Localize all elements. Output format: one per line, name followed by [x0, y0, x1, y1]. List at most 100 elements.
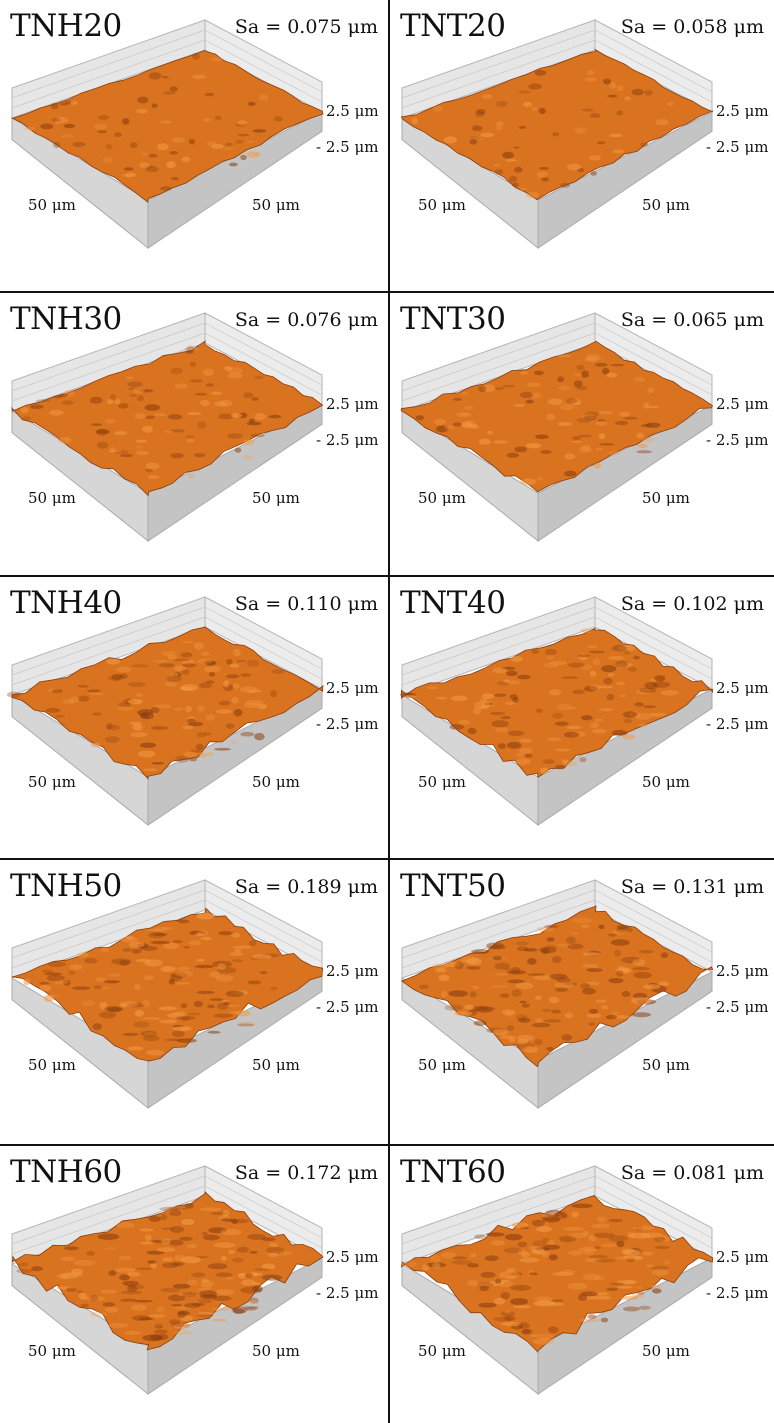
texture-spot	[70, 100, 78, 105]
texture-spot	[597, 1216, 606, 1222]
texture-spot	[177, 1310, 187, 1319]
texture-spot	[181, 1218, 195, 1226]
texture-spot	[134, 413, 146, 420]
texture-spot	[426, 686, 439, 690]
texture-spot	[172, 671, 182, 678]
texture-spot	[247, 1233, 266, 1240]
texture-spot	[212, 960, 233, 968]
texture-spot	[533, 975, 553, 981]
texture-spot	[55, 117, 69, 123]
texture-spot	[592, 658, 601, 666]
texture-spot	[187, 1012, 201, 1016]
texture-spot	[231, 1218, 238, 1224]
texture-spot	[162, 942, 180, 950]
texture-spot	[197, 929, 209, 936]
gridline	[594, 616, 713, 680]
gridline	[401, 889, 596, 959]
texture-spot	[253, 1268, 271, 1271]
texture-spot	[549, 660, 567, 666]
texture-spot	[533, 1338, 555, 1345]
texture-spot	[22, 416, 31, 421]
texture-spot	[193, 642, 205, 650]
texture-spot	[174, 1261, 185, 1267]
texture-spot	[199, 752, 207, 758]
texture-spot	[616, 1280, 637, 1284]
texture-spot	[191, 1272, 206, 1278]
texture-spot	[184, 705, 193, 713]
texture-spot	[202, 368, 215, 376]
texture-spot	[126, 1284, 138, 1293]
texture-spot	[521, 1003, 530, 1008]
texture-spot	[557, 421, 572, 427]
texture-spot	[130, 1304, 147, 1311]
texture-spot	[24, 126, 36, 131]
texture-spot	[504, 1233, 523, 1241]
texture-spot	[584, 356, 598, 362]
texture-spot	[621, 991, 631, 998]
texture-spot	[159, 1206, 178, 1211]
sample-name: TNT50	[400, 868, 506, 904]
texture-spot	[634, 1225, 644, 1232]
texture-spot	[162, 1262, 178, 1269]
texture-spot	[598, 411, 613, 415]
texture-spot	[461, 391, 469, 396]
texture-spot	[53, 141, 61, 149]
surface-panel-tnh50: TNH50 Sa = 0.189 μm 2.5 μm - 2.5 μm 50 μ…	[0, 860, 390, 1146]
texture-spot	[168, 1239, 184, 1246]
texture-spot	[209, 998, 224, 1001]
gridline	[401, 332, 596, 402]
texture-spot	[120, 453, 133, 458]
texture-spot	[592, 728, 607, 734]
texture-spot	[469, 424, 479, 429]
texture-spot	[194, 392, 208, 396]
texture-spot	[628, 1232, 651, 1239]
texture-spot	[224, 147, 235, 151]
texture-spot	[107, 399, 114, 405]
surface-panel-tnh30: TNH30 Sa = 0.076 μm 2.5 μm - 2.5 μm 50 μ…	[0, 293, 390, 577]
texture-spot	[503, 1247, 522, 1254]
texture-spot	[105, 144, 113, 150]
texture-spot	[158, 663, 175, 668]
surface-3d-plot: 2.5 μm - 2.5 μm 50 μm 50 μm	[401, 879, 769, 1110]
texture-spot	[250, 1299, 259, 1304]
texture-spot	[580, 444, 592, 451]
texture-spot	[555, 943, 575, 948]
texture-spot	[517, 674, 531, 680]
texture-spot	[116, 706, 135, 711]
texture-spot	[508, 175, 518, 183]
texture-spot	[135, 1267, 152, 1270]
texture-spot	[595, 447, 604, 451]
texture-spot	[118, 1255, 131, 1261]
texture-spot	[142, 1000, 151, 1008]
texture-spot	[567, 706, 577, 710]
texture-spot	[586, 70, 594, 76]
texture-spot	[124, 1331, 141, 1335]
texture-spot	[189, 757, 198, 762]
texture-spot	[207, 1263, 228, 1270]
texture-spot	[121, 1290, 143, 1295]
texture-spot	[535, 434, 549, 440]
texture-spot	[511, 182, 519, 188]
texture-spot	[232, 683, 240, 690]
texture-spot	[269, 1242, 279, 1248]
texture-spot	[523, 101, 533, 108]
texture-spot	[153, 413, 167, 417]
texture-spot	[517, 946, 529, 952]
texture-spot	[491, 720, 509, 728]
z-axis-bottom-label: - 2.5 μm	[316, 1284, 378, 1302]
texture-spot	[438, 974, 450, 982]
texture-spot	[154, 1329, 168, 1334]
texture-spot	[644, 681, 659, 690]
texture-spot	[18, 1262, 29, 1267]
texture-spot	[225, 1277, 234, 1280]
texture-spot	[164, 682, 178, 687]
texture-spot	[233, 1308, 245, 1314]
texture-spot	[469, 139, 477, 145]
texture-spot	[95, 429, 110, 435]
texture-spot	[69, 696, 80, 703]
texture-spot	[601, 1005, 609, 1010]
texture-spot	[120, 1001, 138, 1007]
texture-spot	[645, 405, 660, 409]
texture-spot	[666, 102, 674, 106]
texture-spot	[96, 428, 108, 436]
